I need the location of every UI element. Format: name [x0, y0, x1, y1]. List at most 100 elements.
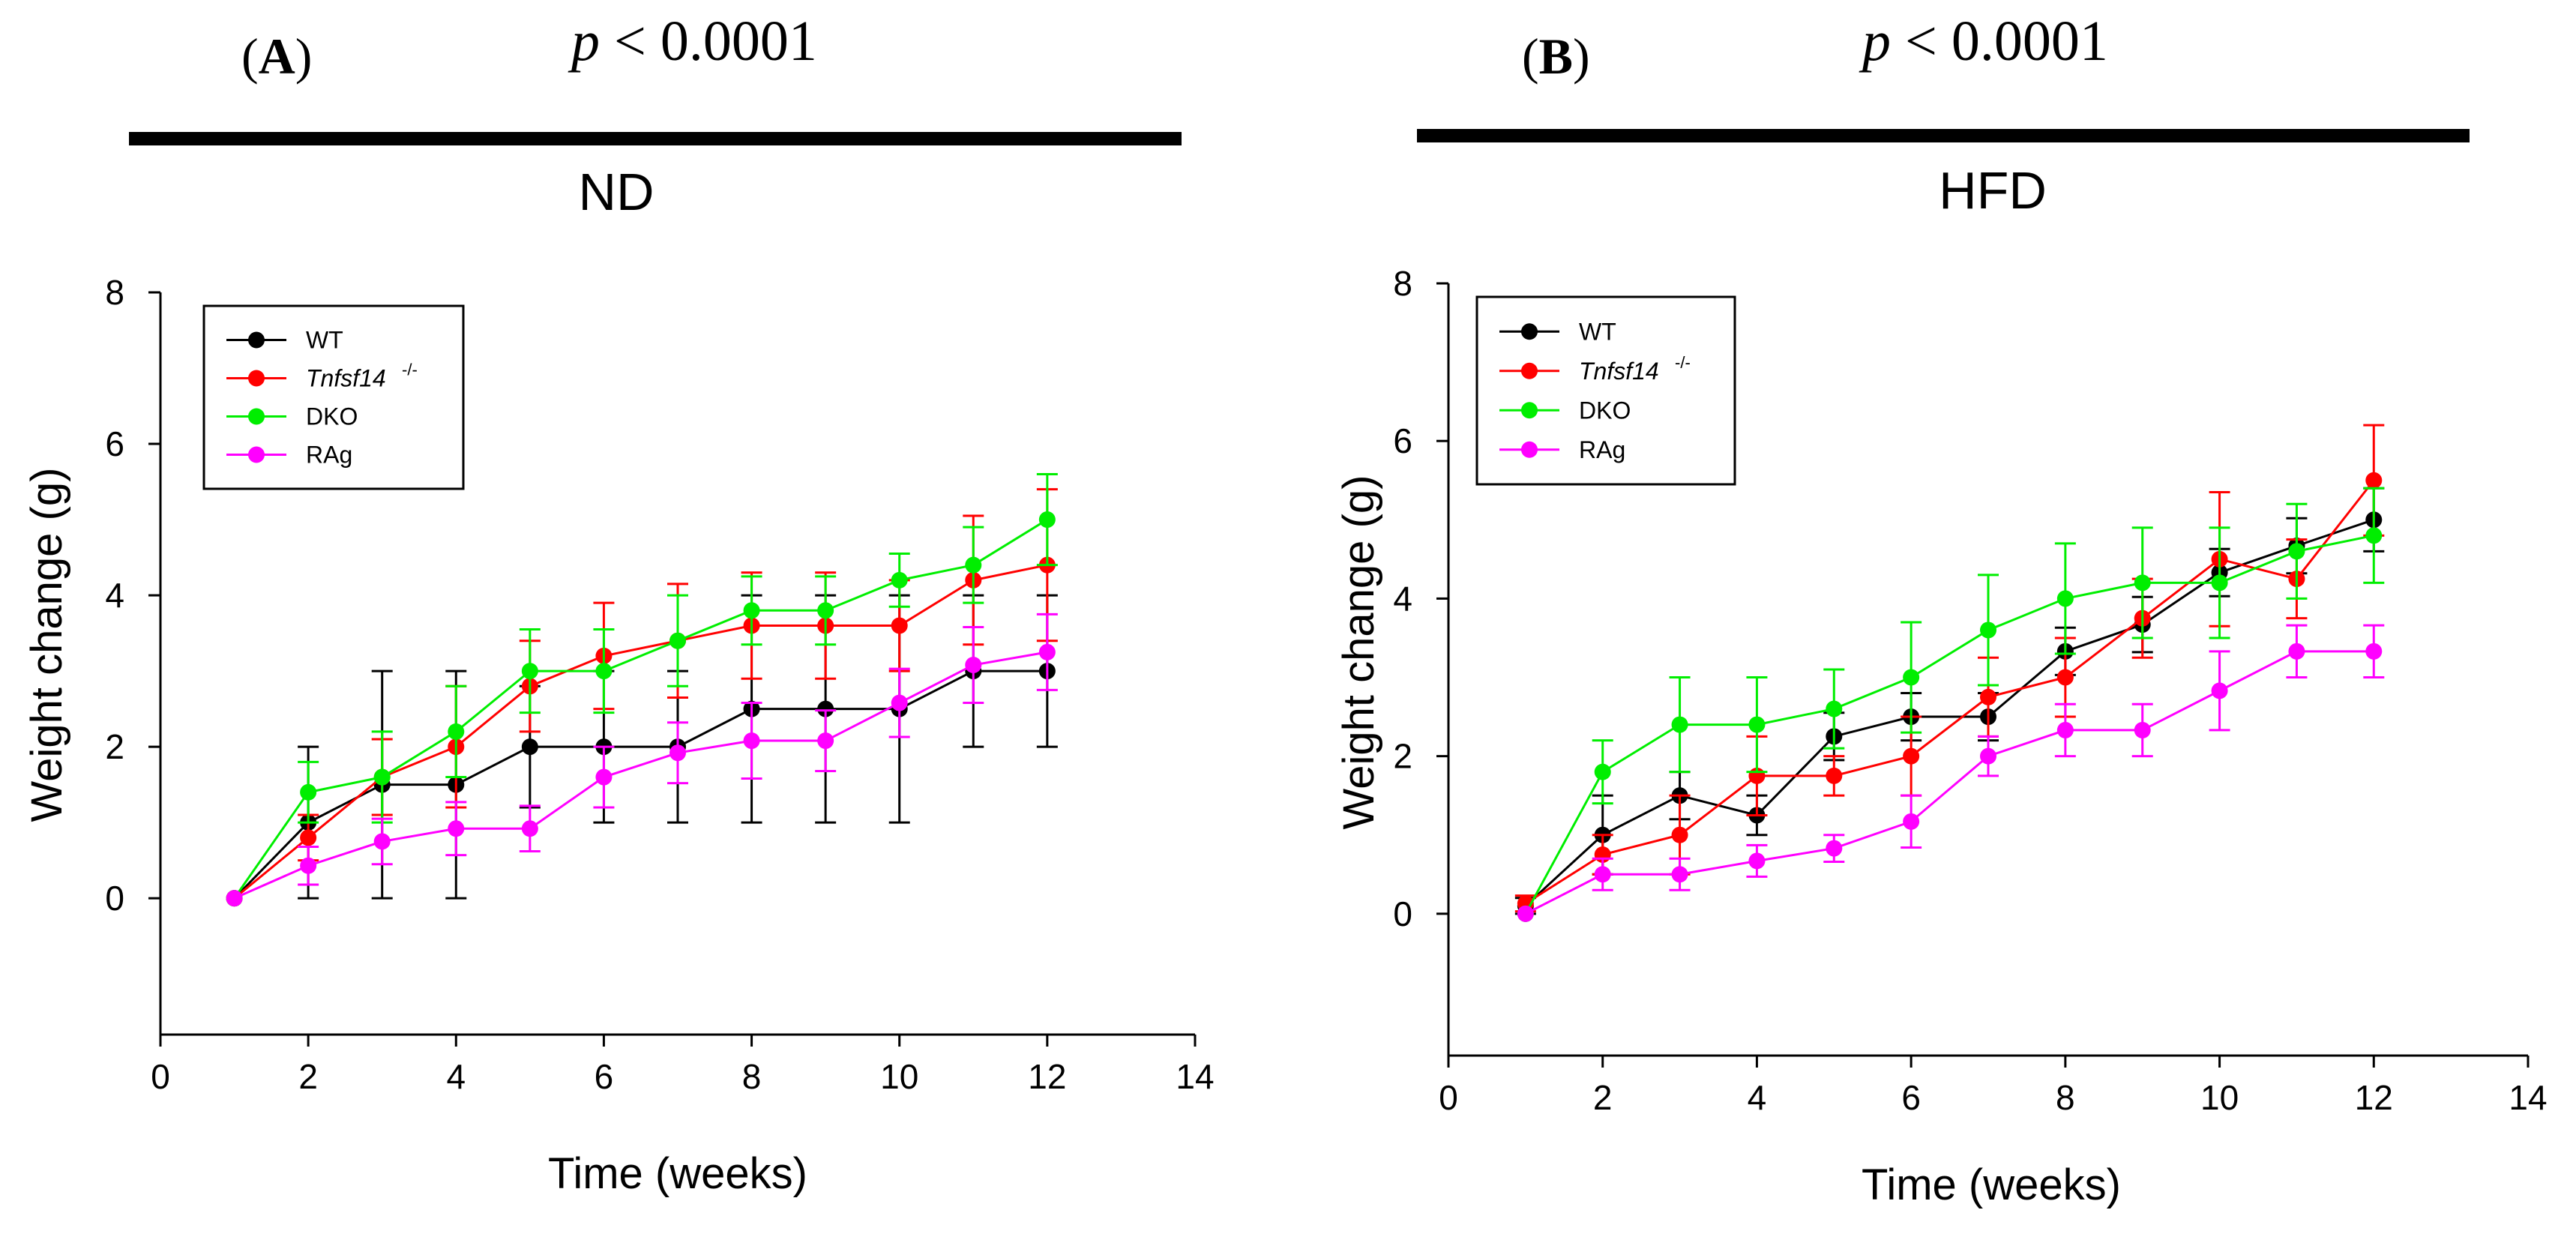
- nd-data-point: [373, 833, 391, 850]
- hfd-legend-item: Tnfsf14 -/-: [1499, 353, 1691, 385]
- hfd-y-tick-label: 4: [1393, 579, 1412, 618]
- hfd-data-point: [2134, 721, 2151, 738]
- nd-legend-marker: [248, 408, 265, 425]
- nd-x-tick-label: 6: [595, 1057, 614, 1096]
- nd-data-point: [448, 820, 465, 837]
- chart-nd-legend: WT Tnfsf14 -/- DKO RAg: [202, 304, 465, 490]
- panel-a-p-value: p < 0.0001: [568, 10, 817, 73]
- nd-y-tick-label: 2: [105, 727, 124, 766]
- panel-b-header: (B) p < 0.0001 HFD: [1417, 10, 2470, 220]
- hfd-x-tick-label: 10: [2200, 1078, 2239, 1117]
- hfd-series-3: [1517, 624, 2385, 922]
- hfd-data-point: [2056, 590, 2074, 607]
- nd-legend-item: Tnfsf14 -/-: [226, 361, 418, 392]
- hfd-legend-item: DKO: [1499, 397, 1631, 424]
- hfd-data-point: [2211, 682, 2228, 699]
- nd-data-point: [1038, 511, 1056, 529]
- nd-data-point: [891, 571, 908, 589]
- chart-nd-axes: 0 2 4 6 8 10 12 14 0 2 4 6 8: [105, 273, 1214, 1096]
- hfd-data-point: [1748, 716, 1766, 733]
- nd-data-point: [595, 768, 613, 786]
- chart-hfd: 0 2 4 6 8 10 12 14 0 2 4 6 8 Time (weeks) Weight cha…: [1334, 264, 2548, 1209]
- chart-hfd-legend: WT Tnfsf14 -/- DKO RAg: [1475, 295, 1736, 486]
- nd-data-point: [373, 768, 391, 786]
- hfd-data-point: [2056, 721, 2074, 738]
- nd-y-tick-label: 0: [105, 879, 124, 918]
- hfd-data-point: [1671, 866, 1688, 883]
- hfd-series-0: [1514, 487, 2385, 915]
- panel-a-label: (A): [241, 28, 312, 85]
- hfd-legend-item: WT: [1499, 318, 1616, 345]
- panel-b-label: (B): [1522, 28, 1590, 85]
- nd-series-3: [226, 613, 1058, 907]
- hfd-x-tick-label: 0: [1439, 1078, 1458, 1117]
- panel-b-condition: HFD: [1939, 161, 2047, 220]
- hfd-data-point: [1671, 716, 1688, 733]
- hfd-data-point: [1980, 747, 1996, 765]
- hfd-legend-marker: [1521, 402, 1538, 419]
- nd-data-point: [891, 617, 908, 634]
- nd-x-tick-label: 12: [1028, 1057, 1066, 1096]
- hfd-legend-label: Tnfsf14: [1579, 358, 1659, 385]
- nd-legend-item: WT: [226, 327, 343, 354]
- chart-nd-x-label: Time (weeks): [548, 1149, 807, 1198]
- nd-data-point: [521, 820, 538, 837]
- hfd-y-tick-label: 8: [1393, 264, 1412, 303]
- nd-data-point: [1038, 643, 1056, 660]
- panel-a-condition: ND: [578, 163, 654, 221]
- hfd-x-tick-label: 6: [1901, 1078, 1921, 1117]
- hfd-legend-marker: [1521, 362, 1538, 379]
- chart-hfd-y-label: Weight change (g): [1334, 475, 1383, 830]
- nd-legend-label: WT: [306, 327, 343, 354]
- nd-data-point: [817, 732, 834, 750]
- hfd-x-tick-label: 2: [1593, 1078, 1613, 1117]
- nd-legend-marker: [248, 331, 265, 349]
- nd-legend-item: DKO: [226, 403, 358, 430]
- nd-x-tick-label: 2: [298, 1057, 318, 1096]
- nd-x-tick-label: 8: [742, 1057, 762, 1096]
- nd-data-point: [226, 890, 243, 907]
- nd-series-line: [233, 669, 1047, 900]
- hfd-data-point: [1826, 767, 1843, 784]
- nd-x-tick-label: 10: [880, 1057, 918, 1096]
- nd-data-point: [300, 783, 317, 801]
- chart-hfd-x-label: Time (weeks): [1862, 1161, 2121, 1209]
- hfd-series-1: [1514, 424, 2385, 913]
- nd-series-2: [226, 472, 1058, 907]
- nd-series-line: [233, 518, 1048, 900]
- nd-x-tick-label: 14: [1176, 1057, 1214, 1096]
- hfd-legend-label: RAg: [1579, 436, 1625, 463]
- hfd-data-point: [2134, 574, 2151, 592]
- chart-nd-marks: [226, 472, 1058, 907]
- panel-a-bar: [129, 132, 1182, 145]
- nd-data-point: [595, 663, 613, 680]
- hfd-series-line: [1524, 534, 2374, 915]
- hfd-data-point: [1903, 669, 1920, 686]
- nd-data-point: [743, 602, 760, 619]
- hfd-data-point: [1980, 621, 1996, 639]
- nd-data-point: [448, 723, 465, 740]
- nd-series-1: [226, 488, 1058, 907]
- hfd-x-tick-label: 14: [2509, 1078, 2547, 1117]
- chart-hfd-marks: [1514, 424, 2385, 922]
- nd-legend-superscript: -/-: [402, 361, 418, 379]
- nd-data-point: [817, 700, 834, 717]
- nd-data-point: [965, 657, 982, 674]
- hfd-data-point: [1826, 700, 1843, 717]
- hfd-data-point: [1903, 747, 1920, 765]
- nd-legend-marker: [248, 446, 265, 463]
- hfd-data-point: [1903, 813, 1920, 830]
- hfd-series-line: [1525, 479, 2375, 905]
- hfd-data-point: [2056, 669, 2074, 686]
- hfd-data-point: [1671, 826, 1688, 843]
- hfd-x-tick-label: 8: [2056, 1078, 2075, 1117]
- hfd-data-point: [2211, 574, 2228, 592]
- hfd-data-point: [2365, 642, 2383, 660]
- hfd-data-point: [1594, 866, 1611, 883]
- hfd-data-point: [2288, 543, 2305, 560]
- nd-legend-label: Tnfsf14: [306, 365, 386, 392]
- nd-y-tick-label: 6: [105, 424, 124, 463]
- nd-legend-item: RAg: [226, 442, 352, 469]
- nd-data-point: [817, 602, 834, 619]
